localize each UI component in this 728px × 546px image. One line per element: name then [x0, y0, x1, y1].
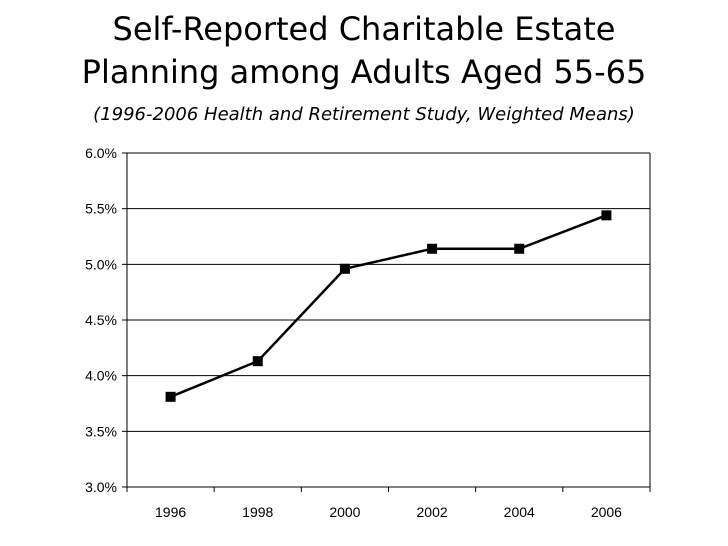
data-point-marker	[339, 263, 350, 274]
chart-title-line1: Self-Reported Charitable Estate	[112, 10, 616, 48]
x-tick-label: 2004	[504, 504, 535, 520]
y-tick-label: 5.0%	[85, 256, 117, 272]
series-markers	[165, 210, 612, 402]
y-tick-labels: 3.0% 3.5% 4.0% 4.5% 5.0% 5.5% 6.0%	[85, 145, 117, 495]
y-tick-label: 5.5%	[85, 201, 117, 217]
x-tick-label: 2002	[417, 504, 448, 520]
x-tick-label: 1998	[242, 504, 273, 520]
y-tick-label: 3.0%	[85, 479, 117, 495]
x-tick-label: 2006	[591, 504, 622, 520]
chart-subtitle: (1996-2006 Health and Retirement Study, …	[93, 104, 635, 125]
y-tick-label: 4.0%	[85, 368, 117, 384]
y-tick-label: 3.5%	[85, 423, 117, 439]
chart-title: Self-Reported Charitable Estate Planning…	[0, 8, 728, 94]
y-tick-label: 6.0%	[85, 145, 117, 161]
y-tick-label: 4.5%	[85, 312, 117, 328]
series-line-path	[170, 214, 607, 398]
series-line	[170, 214, 607, 398]
data-point-marker	[165, 391, 176, 402]
data-point-marker	[427, 243, 438, 254]
grid-lines	[127, 152, 650, 432]
data-point-marker	[252, 356, 263, 367]
chart-title-line2: Planning among Adults Aged 55-65	[81, 53, 647, 91]
x-tick-label: 1996	[155, 504, 186, 520]
data-point-marker	[514, 243, 525, 254]
axes	[122, 152, 651, 492]
x-tick-label: 2000	[329, 504, 360, 520]
data-point-marker	[601, 210, 612, 221]
x-tick-labels: 1996 1998 2000 2002 2004 2006	[155, 504, 622, 520]
